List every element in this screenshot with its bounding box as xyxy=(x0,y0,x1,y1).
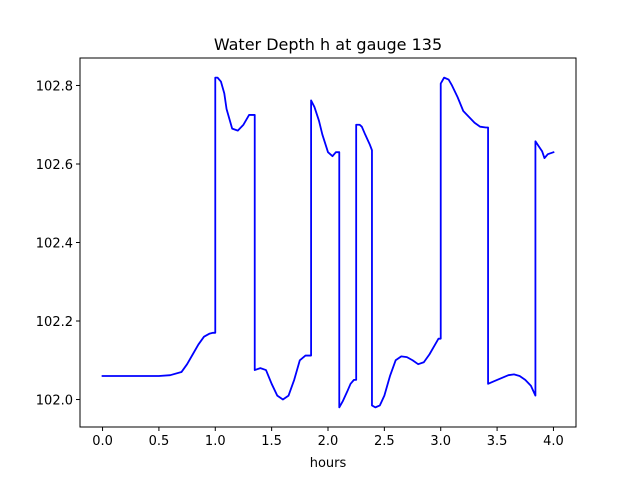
x-tick-label: 4.0 xyxy=(543,434,564,449)
x-tick-label: 0.5 xyxy=(149,434,170,449)
x-tick-label: 1.5 xyxy=(261,434,282,449)
y-tick-label: 102.2 xyxy=(36,315,73,330)
x-tick-label: 1.0 xyxy=(205,434,226,449)
x-tick-label: 3.5 xyxy=(487,434,508,449)
x-tick-label: 2.5 xyxy=(374,434,395,449)
y-tick-label: 102.4 xyxy=(36,237,73,252)
x-tick-label: 2.0 xyxy=(318,434,339,449)
y-tick-label: 102.0 xyxy=(36,394,73,409)
x-tick-label: 0.0 xyxy=(92,434,113,449)
y-tick-label: 102.8 xyxy=(36,79,73,94)
chart-title: Water Depth h at gauge 135 xyxy=(214,35,442,54)
plot-area: 0.0 0.5 1.0 1.5 2.0 2.5 3.0 3.5 4.0 102.0 102.2 102… xyxy=(36,76,564,449)
x-tick-label: 3.0 xyxy=(430,434,451,449)
y-tick-label: 102.6 xyxy=(36,158,73,173)
series-line-0 xyxy=(101,76,555,409)
plot-frame xyxy=(79,57,577,428)
x-axis-label: hours xyxy=(310,456,347,471)
